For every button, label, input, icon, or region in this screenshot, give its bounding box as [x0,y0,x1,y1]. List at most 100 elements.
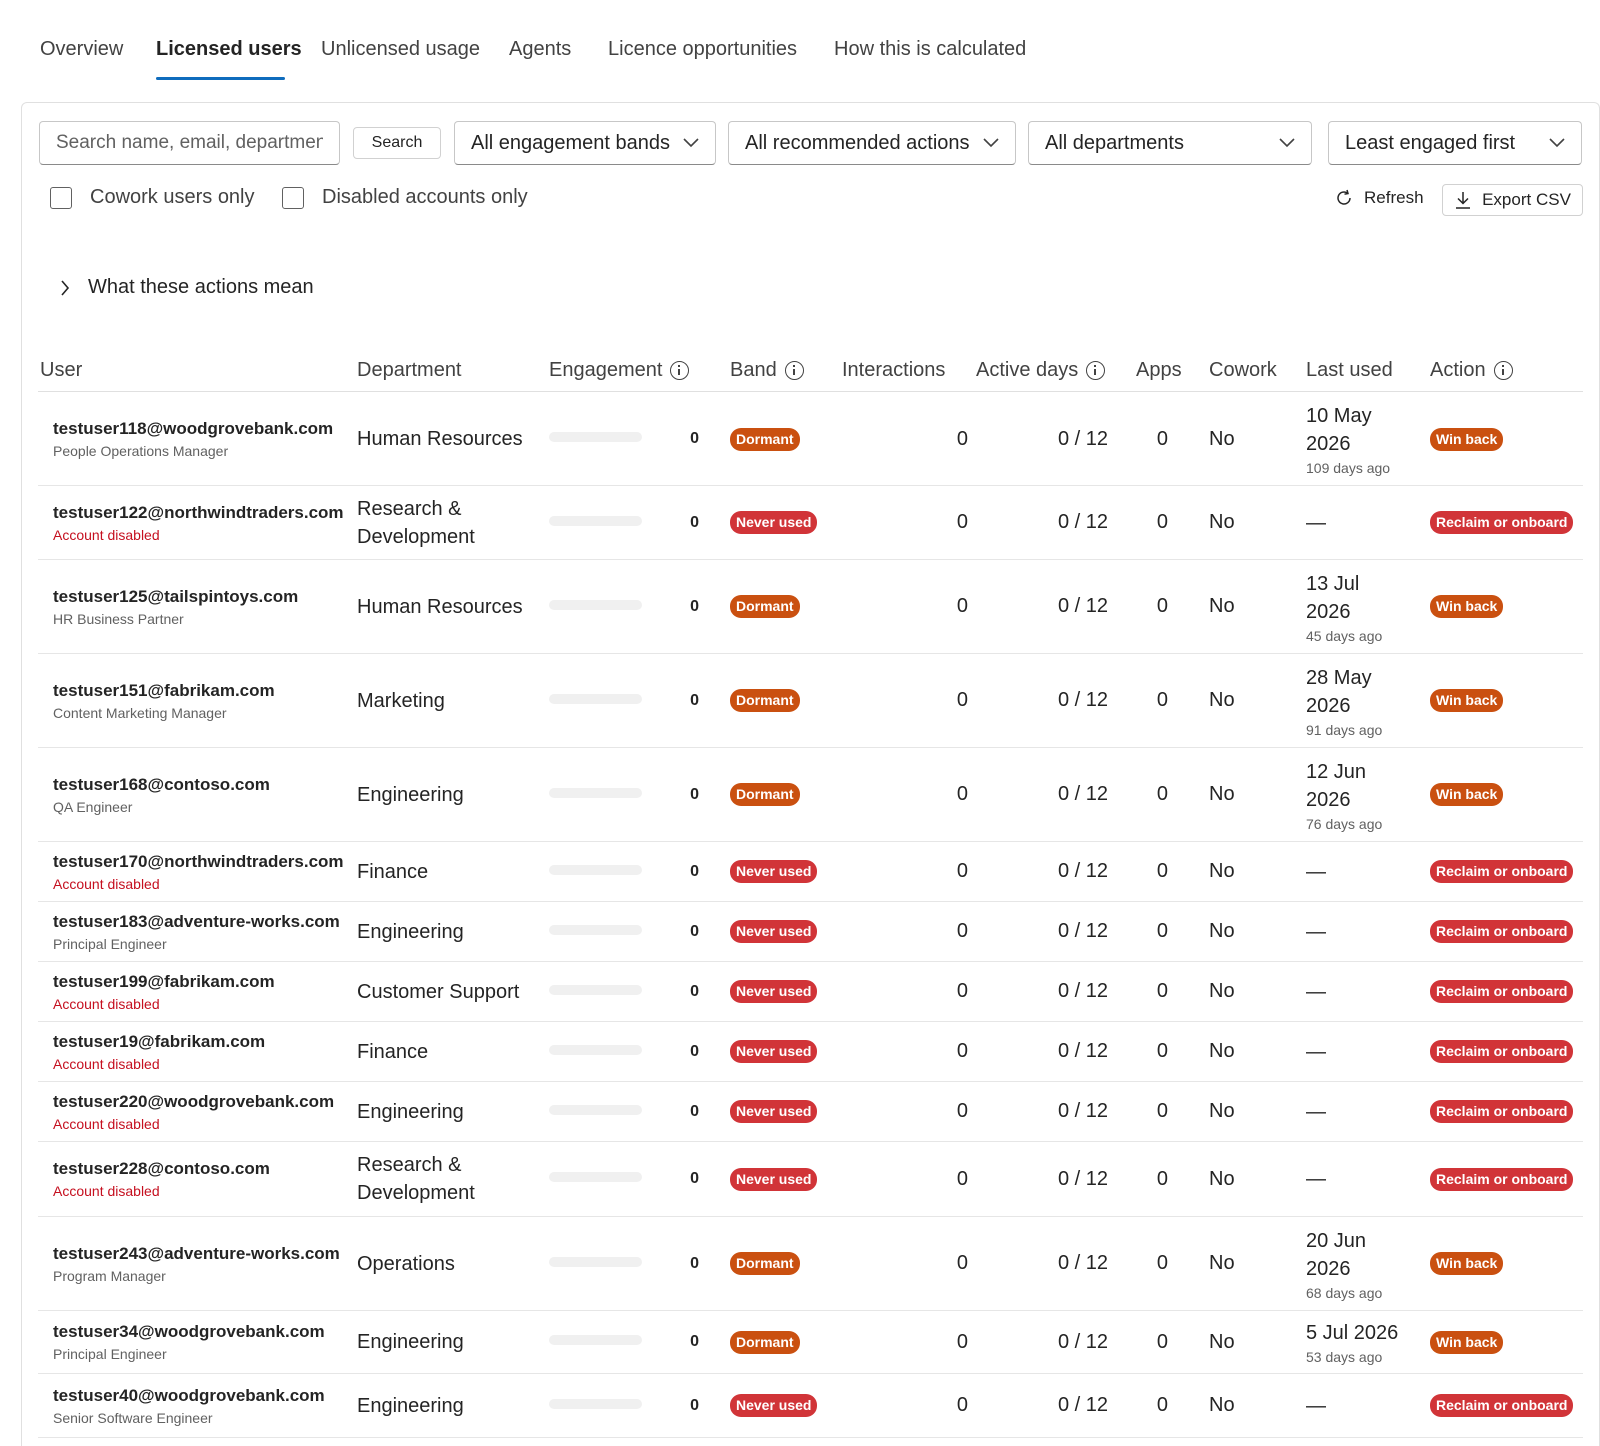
action-badge[interactable]: Reclaim or onboard [1430,1040,1574,1063]
action-badge[interactable]: Win back [1430,595,1504,618]
cowork-value: No [1209,1394,1235,1416]
table-row[interactable]: testuser183@adventure-works.com Principal… [38,902,1583,962]
action-badge[interactable]: Win back [1430,1330,1504,1354]
action-badge[interactable]: Reclaim or onboard [1430,920,1574,943]
tab-how-calculated[interactable]: How this is calculated [834,38,1027,60]
actions-explainer-toggle[interactable]: What these actions mean [60,276,314,299]
col-user[interactable]: User [40,359,82,382]
table-row[interactable]: testuser125@tailspintoys.com HR Business … [38,560,1583,654]
interactions-value: 0 [956,595,968,617]
user-email[interactable]: testuser151@fabrikam.com [53,680,275,700]
table-row[interactable]: testuser34@woodgrovebank.com Principal En… [38,1311,1583,1374]
interactions-value: 0 [956,1330,968,1353]
last-used-relative: 76 days ago [1306,815,1383,832]
user-email[interactable]: testuser125@tailspintoys.com [53,586,299,606]
cowork-value: No [1209,1040,1235,1062]
search-input[interactable] [39,121,340,165]
refresh-button[interactable]: Refresh [1334,188,1424,208]
col-active-days[interactable]: Active days [976,359,1106,382]
department-dropdown[interactable]: All departments [1028,121,1312,165]
action-badge[interactable]: Reclaim or onboard [1430,980,1574,1003]
department-cell: Research & Development [357,486,532,559]
user-email[interactable]: testuser183@adventure-works.com [53,911,340,931]
checkbox-box[interactable] [282,186,304,209]
engagement-score: 0 [690,1254,699,1272]
engagement-bar [549,1172,642,1182]
tab-licensed-users[interactable]: Licensed users [156,38,302,60]
engagement-score-cell: 0 [679,393,699,485]
user-email[interactable]: testuser199@fabrikam.com [53,971,275,991]
user-email[interactable]: testuser19@fabrikam.com [53,1031,266,1051]
col-band[interactable]: Band [730,359,804,382]
col-last-used[interactable]: Last used [1306,359,1393,382]
user-email[interactable]: testuser170@northwindtraders.com [53,851,344,871]
user-email[interactable]: testuser40@woodgrovebank.com [53,1385,325,1405]
user-email[interactable]: testuser118@woodgrovebank.com [53,419,334,438]
table-row[interactable]: testuser199@fabrikam.com Account disabled… [38,962,1583,1022]
table-row[interactable]: testuser168@contoso.com QA Engineer Engine… [38,748,1583,842]
info-icon[interactable] [784,361,804,380]
action-badge[interactable]: Win back [1430,783,1504,806]
last-used-date: — [1306,860,1326,883]
tab-licence-opportunities[interactable]: Licence opportunities [608,38,798,60]
col-engagement[interactable]: Engagement [549,359,690,382]
table-row[interactable]: testuser243@adventure-works.com Program M… [38,1217,1583,1311]
active-days-cell: 0 / 12 [1018,1311,1108,1373]
user-email[interactable]: testuser220@woodgrovebank.com [53,1091,335,1111]
engagement-bar [549,924,642,935]
col-cowork[interactable]: Cowork [1209,359,1277,382]
action-badge[interactable]: Reclaim or onboard [1430,860,1574,883]
user-email[interactable]: testuser243@adventure-works.com [53,1243,340,1263]
engagement-band-dropdown[interactable]: All engagement bands [454,121,716,165]
interactions-cell: 0 [898,1022,968,1081]
col-interactions[interactable]: Interactions [842,359,945,382]
table-row[interactable]: testuser118@woodgrovebank.com People Oper… [38,393,1583,486]
cowork-only-checkbox[interactable]: Cowork users only [50,186,255,209]
table-row[interactable]: testuser151@fabrikam.com Content Marketin… [38,654,1583,748]
col-apps[interactable]: Apps [1136,359,1182,382]
col-department[interactable]: Department [357,359,462,382]
apps-cell: 0 [1138,1022,1168,1081]
action-badge[interactable]: Win back [1430,689,1504,712]
disabled-only-checkbox[interactable]: Disabled accounts only [282,186,528,209]
table-row[interactable]: testuser228@contoso.com Account disabled R… [38,1142,1583,1217]
tab-unlicensed-usage[interactable]: Unlicensed usage [321,38,480,60]
cowork-cell: No [1209,654,1235,747]
table-row[interactable]: testuser19@fabrikam.com Account disabled F… [38,1022,1583,1082]
cowork-value: No [1209,1330,1235,1353]
table-row[interactable]: testuser40@woodgrovebank.com Senior Softw… [38,1374,1583,1438]
export-csv-button[interactable]: Export CSV [1442,184,1583,216]
user-email[interactable]: testuser168@contoso.com [53,774,270,794]
info-icon[interactable] [1086,361,1106,380]
table-row[interactable]: testuser220@woodgrovebank.com Account dis… [38,1082,1583,1142]
account-disabled-label: Account disabled [53,1115,160,1132]
action-badge[interactable]: Win back [1430,1252,1504,1275]
col-action[interactable]: Action [1430,359,1513,382]
action-cell: Win back [1430,1217,1504,1310]
apps-value: 0 [1156,1100,1168,1122]
sort-dropdown[interactable]: Least engaged first [1328,121,1582,165]
user-email[interactable]: testuser122@northwindtraders.com [53,502,344,522]
action-badge[interactable]: Win back [1430,427,1504,451]
department-cell: Engineering [357,1082,532,1141]
search-button[interactable]: Search [353,127,441,159]
chevron-down-icon [983,138,999,148]
action-badge[interactable]: Reclaim or onboard [1430,511,1574,534]
action-badge[interactable]: Reclaim or onboard [1430,1167,1574,1191]
department-value: Engineering [357,783,464,806]
tab-overview[interactable]: Overview [40,38,124,60]
interactions-cell: 0 [898,1311,968,1373]
info-icon[interactable] [670,361,690,380]
recommended-action-dropdown[interactable]: All recommended actions [728,121,1016,165]
action-badge[interactable]: Reclaim or onboard [1430,1394,1574,1417]
apps-cell: 0 [1138,1217,1168,1310]
tab-agents[interactable]: Agents [509,38,572,60]
user-email[interactable]: testuser34@woodgrovebank.com [53,1322,325,1341]
user-email[interactable]: testuser228@contoso.com [53,1159,270,1178]
interactions-cell: 0 [898,486,968,559]
info-icon[interactable] [1493,361,1513,380]
table-row[interactable]: testuser122@northwindtraders.com Account … [38,486,1583,560]
action-badge[interactable]: Reclaim or onboard [1430,1100,1574,1123]
checkbox-box[interactable] [50,186,72,209]
table-row[interactable]: testuser170@northwindtraders.com Account … [38,842,1583,902]
